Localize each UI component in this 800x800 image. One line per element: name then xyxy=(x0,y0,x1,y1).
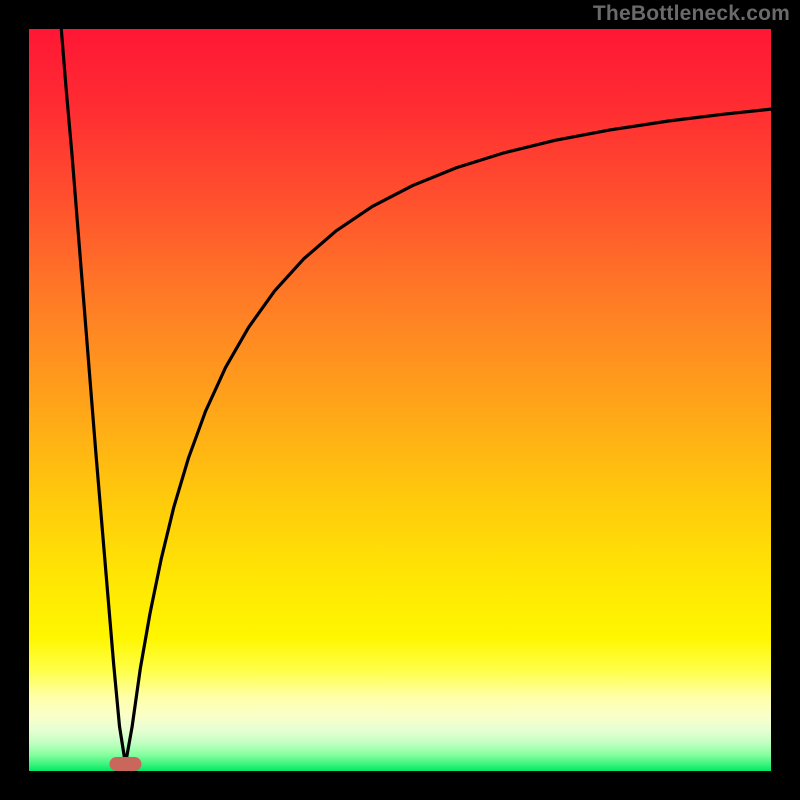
watermark-text: TheBottleneck.com xyxy=(593,2,790,26)
chart-container: TheBottleneck.com xyxy=(0,0,800,800)
optimal-point-marker xyxy=(109,757,141,771)
bottleneck-curve-chart xyxy=(0,0,800,800)
